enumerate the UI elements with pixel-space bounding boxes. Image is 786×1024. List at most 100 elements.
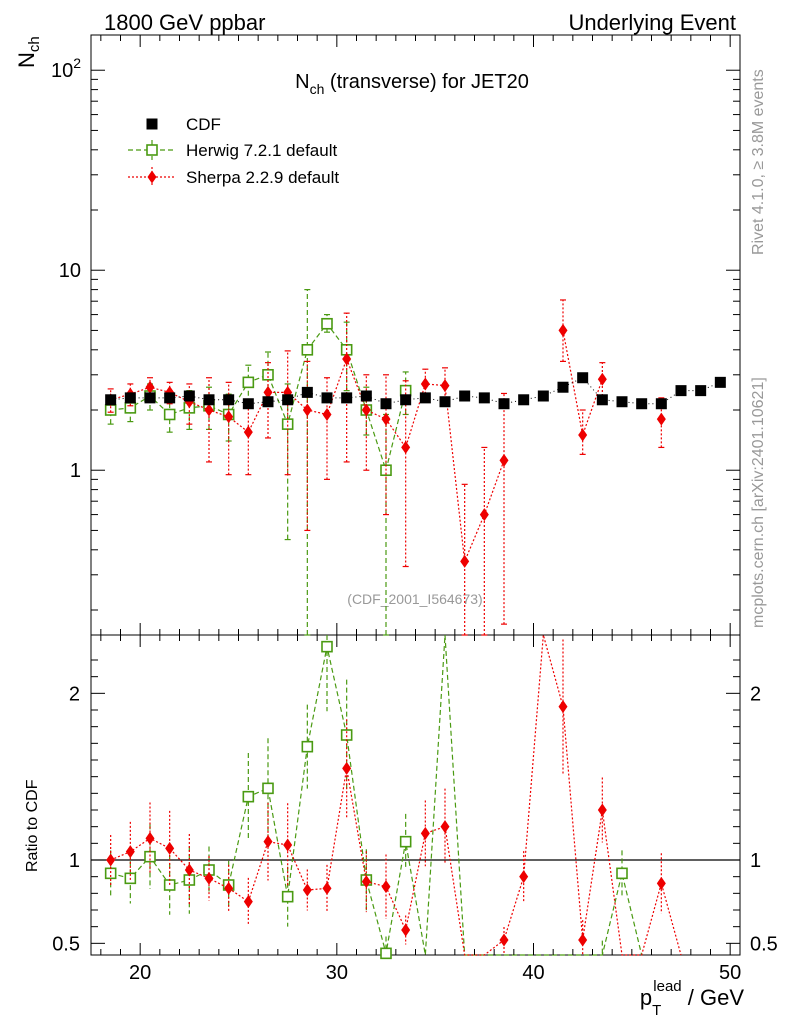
data-point xyxy=(616,396,628,408)
ratio-point xyxy=(401,923,411,937)
ratio-point xyxy=(616,867,628,880)
series-line xyxy=(562,330,603,438)
herwig-series xyxy=(104,289,412,636)
data-point xyxy=(558,323,568,337)
data-point xyxy=(144,392,156,404)
herwig-ratio xyxy=(104,634,643,960)
sherpa-ratio xyxy=(106,634,682,956)
data-point xyxy=(557,381,569,393)
ratio-point xyxy=(243,895,253,909)
data-point xyxy=(301,344,314,356)
data-point xyxy=(321,392,333,404)
ratio-tick-label-left: 0.5 xyxy=(52,933,80,955)
data-point xyxy=(478,392,490,404)
data-point xyxy=(440,379,450,393)
ratio-plot xyxy=(91,634,740,960)
ratio-point xyxy=(106,853,116,867)
watermark: (CDF_2001_I564673) xyxy=(347,591,482,607)
data-point xyxy=(321,317,333,330)
ratio-point xyxy=(361,875,371,889)
ratio-point xyxy=(381,880,391,894)
data-point xyxy=(439,396,451,408)
legend-label: CDF xyxy=(186,115,221,134)
data-point xyxy=(419,392,431,404)
data-point xyxy=(124,392,136,404)
ratio-point xyxy=(184,863,194,877)
ratio-point xyxy=(204,871,214,885)
ratio-point xyxy=(163,879,176,891)
data-point xyxy=(360,390,372,402)
ratio-tick-label-right: 1 xyxy=(750,850,761,872)
ratio-point xyxy=(125,845,135,859)
legend-marker xyxy=(146,118,158,130)
ratio-tick-label-right: 0.5 xyxy=(750,933,778,955)
ratio-point xyxy=(558,700,568,714)
ratio-tick-label-left: 2 xyxy=(69,683,80,705)
legend-cdf: CDF xyxy=(146,115,221,134)
header-right: Underlying Event xyxy=(568,10,736,35)
data-point xyxy=(204,403,214,417)
ratio-tick-label-left: 1 xyxy=(69,850,80,872)
ratio-plot-frame xyxy=(90,634,741,956)
data-point xyxy=(400,394,412,406)
data-point xyxy=(459,390,471,402)
ratio-point xyxy=(302,883,312,897)
data-point xyxy=(498,398,510,410)
data-point xyxy=(479,508,489,522)
data-point xyxy=(322,407,332,421)
data-point xyxy=(655,398,667,410)
data-point xyxy=(578,428,588,442)
data-point xyxy=(342,352,352,366)
data-point xyxy=(302,403,312,417)
ratio-point xyxy=(242,790,255,803)
legend-sherpa: Sherpa 2.2.9 default xyxy=(128,167,339,187)
y-tick-label: 10 xyxy=(59,260,81,282)
data-point xyxy=(420,377,430,391)
legend-label: Herwig 7.2.1 default xyxy=(186,141,337,160)
data-point xyxy=(518,394,530,406)
y-tick-label: 102 xyxy=(51,55,81,82)
ratio-point xyxy=(145,831,155,845)
x-tick-label: 30 xyxy=(326,962,348,984)
data-point xyxy=(537,390,549,402)
data-point xyxy=(262,368,274,381)
chart-title: Nch (transverse) for JET20 xyxy=(295,71,529,97)
header-left: 1800 GeV ppbar xyxy=(104,10,265,35)
data-point xyxy=(223,394,235,406)
data-point xyxy=(597,372,607,386)
series-line xyxy=(110,377,721,405)
ratio-point xyxy=(578,933,588,947)
data-point xyxy=(301,386,313,398)
data-point xyxy=(596,394,608,406)
y-axis-label: Nch xyxy=(14,36,43,68)
data-point xyxy=(714,376,726,388)
legend-herwig: Herwig 7.2.1 default xyxy=(128,140,337,160)
data-point xyxy=(145,380,155,394)
ratio-point xyxy=(281,890,294,903)
data-point xyxy=(401,440,411,454)
ratio-point xyxy=(597,803,607,817)
data-point xyxy=(163,408,176,421)
ratio-tick-label-right: 2 xyxy=(750,683,761,705)
legend-marker xyxy=(147,170,157,184)
data-point xyxy=(281,418,294,430)
data-point xyxy=(164,392,176,404)
data-point xyxy=(105,394,117,406)
data-point xyxy=(262,396,274,408)
data-point xyxy=(695,385,707,397)
ratio-point xyxy=(499,933,509,947)
x-tick-label: 40 xyxy=(522,962,544,984)
data-point xyxy=(577,372,589,384)
ratio-line xyxy=(110,634,643,956)
x-tick-label: 20 xyxy=(129,962,151,984)
x-tick-label: 50 xyxy=(719,962,741,984)
data-point xyxy=(380,398,392,410)
data-point xyxy=(282,394,294,406)
ratio-point xyxy=(440,820,450,834)
data-point xyxy=(361,403,371,417)
ratio-point xyxy=(399,835,412,848)
main-plot xyxy=(104,289,726,636)
series-line xyxy=(110,322,407,473)
x-axis-label: pTlead / GeV xyxy=(640,978,744,1019)
